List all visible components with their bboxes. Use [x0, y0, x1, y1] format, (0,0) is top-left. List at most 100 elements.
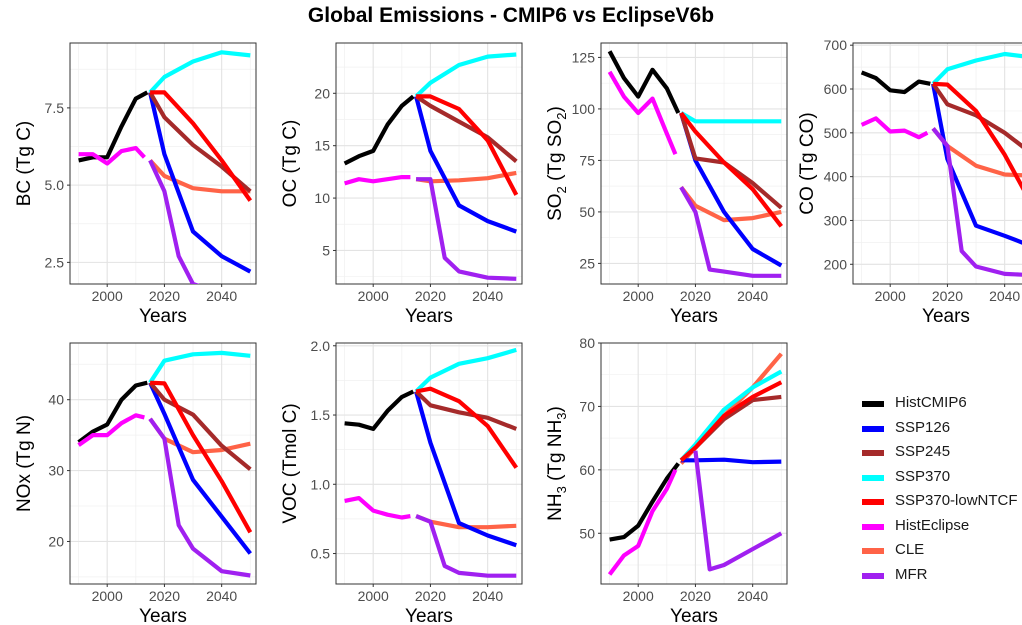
x-tick-label: 2000 — [358, 288, 389, 304]
x-tick-label: 2000 — [623, 288, 654, 304]
series-line-ssp245 — [931, 82, 1022, 149]
x-tick-label: 2040 — [737, 288, 768, 304]
legend-swatch — [862, 572, 884, 579]
y-tick-label: 30 — [48, 463, 64, 479]
y-tick-label: 0.5 — [311, 546, 331, 562]
series-line-histeclipse — [344, 496, 411, 520]
series-line-ssp126 — [148, 91, 252, 274]
legend-label: HistCMIP6 — [895, 394, 967, 411]
panel-border — [69, 42, 257, 285]
series-line-ssp370 — [414, 347, 517, 394]
series-line-ssp245 — [414, 94, 518, 164]
legend-swatch — [862, 499, 884, 505]
y-tick-label: 5.0 — [45, 177, 65, 193]
panel-border — [335, 342, 523, 585]
y-tick-label: 500 — [824, 125, 848, 141]
x-axis-title: Years — [405, 306, 453, 327]
y-tick-label: 100 — [572, 101, 596, 117]
x-tick-label: 2000 — [623, 588, 654, 604]
x-axis-title: Years — [922, 306, 970, 327]
y-tick-label: 7.5 — [45, 100, 65, 116]
legend-label: SSP126 — [895, 418, 951, 436]
panel-border — [69, 342, 257, 585]
x-tick-label: 2020 — [932, 288, 963, 304]
legend-swatch — [862, 425, 884, 432]
y-tick-label: 125 — [572, 49, 596, 65]
series-line-histcmip6 — [860, 70, 931, 95]
x-tick-label: 2040 — [206, 588, 237, 604]
legend-label: SSP370 — [895, 467, 951, 485]
x-tick-label: 2040 — [989, 288, 1020, 304]
y-tick-label: 2.5 — [45, 254, 65, 270]
series-line-ssp370 — [414, 52, 517, 98]
y-tick-label: 40 — [48, 392, 64, 408]
series-line-histeclipse — [77, 413, 145, 447]
y-axis-title: VOC (Tmol C) — [280, 403, 301, 523]
x-tick-label: 2020 — [415, 288, 446, 304]
series-line-ssp370-lowntcf — [932, 81, 1022, 191]
y-axis-title: CO (Tg CO) — [797, 112, 818, 214]
x-tick-label: 2040 — [206, 288, 237, 304]
panel-border — [335, 42, 523, 285]
panel-3: 2000 2020 2040 25 50 75 100 125 Years SO2 (Tg SO2… — [545, 42, 788, 327]
series-line-histcmip6 — [77, 380, 148, 444]
series-line-ssp126 — [681, 457, 782, 465]
panel-border — [852, 42, 1022, 285]
panel-1: 2000 2020 2040 2.5 5.0 7.5 Years BC (Tg C) — [14, 42, 257, 327]
panel-2: 2000 2020 2040 5 10 15 20 Years OC (Tg C) — [280, 42, 523, 327]
x-tick-label: 2000 — [875, 288, 906, 304]
y-tick-label: 600 — [824, 81, 848, 97]
panel-border — [600, 342, 788, 585]
series-line-ssp370-lowntcf — [679, 380, 783, 462]
series-line-histcmip6 — [344, 389, 415, 431]
x-axis-title: Years — [670, 306, 718, 327]
y-tick-label: 70 — [579, 398, 595, 414]
y-tick-label: 10 — [314, 190, 330, 206]
legend-label: HistEclipse — [895, 516, 970, 534]
series-line-ssp370-lowntcf — [415, 386, 519, 469]
series-line-ssp370 — [148, 50, 251, 94]
y-axis-title: BC (Tg C) — [14, 121, 35, 207]
y-tick-label: 15 — [314, 138, 330, 154]
legend-swatch — [862, 523, 884, 530]
x-tick-label: 2040 — [472, 288, 503, 304]
series-line-mfr — [148, 159, 200, 284]
x-axis-title: Years — [405, 606, 453, 625]
series-line-ssp370-lowntcf — [150, 90, 253, 202]
x-tick-label: 2000 — [358, 588, 389, 604]
series-line-ssp370 — [680, 111, 782, 124]
y-axis-title: NOx (Tg N) — [14, 415, 35, 512]
series-line-ssp370-lowntcf — [416, 94, 519, 196]
series-line-histeclipse — [607, 70, 678, 156]
y-tick-label: 20 — [48, 533, 64, 549]
series-line-histcmip6 — [607, 50, 681, 114]
figure-title: Global Emissions - CMIP6 vs EclipseV6b — [307, 4, 715, 27]
series-line-ssp370-lowntcf — [149, 380, 253, 534]
x-tick-label: 2040 — [472, 588, 503, 604]
series-line-ssp370 — [148, 350, 251, 384]
x-axis-title: Years — [139, 306, 187, 327]
y-tick-label: 1.0 — [311, 476, 331, 492]
series-line-ssp126 — [414, 95, 518, 234]
y-tick-label: 1.5 — [311, 407, 331, 423]
series-line-mfr — [415, 514, 517, 578]
y-axis-title: OC (Tg C) — [280, 120, 301, 208]
panel-7: 2000 2020 2040 50 60 70 80 Years NH3 (Tg NH3) — [545, 335, 788, 625]
series-line-cle — [148, 158, 251, 194]
series-line-mfr — [679, 186, 782, 278]
series-line-histcmip6 — [343, 94, 415, 166]
panel-6: 2000 2020 2040 0.5 1.0 1.5 2.0 Years VOC (Tmol C… — [280, 338, 523, 625]
y-tick-label: 5 — [322, 242, 330, 258]
x-tick-label: 2020 — [149, 588, 180, 604]
x-tick-label: 2020 — [680, 288, 711, 304]
series-line-histeclipse — [78, 146, 146, 166]
series-line-ssp245 — [148, 381, 252, 471]
series-line-mfr — [931, 127, 1022, 277]
y-tick-label: 300 — [824, 212, 848, 228]
x-tick-label: 2000 — [92, 288, 123, 304]
series-line-ssp126 — [148, 381, 252, 555]
legend-swatch — [862, 450, 884, 456]
y-tick-label: 400 — [824, 169, 848, 185]
series-line-mfr — [148, 417, 251, 578]
y-tick-label: 20 — [314, 85, 330, 101]
